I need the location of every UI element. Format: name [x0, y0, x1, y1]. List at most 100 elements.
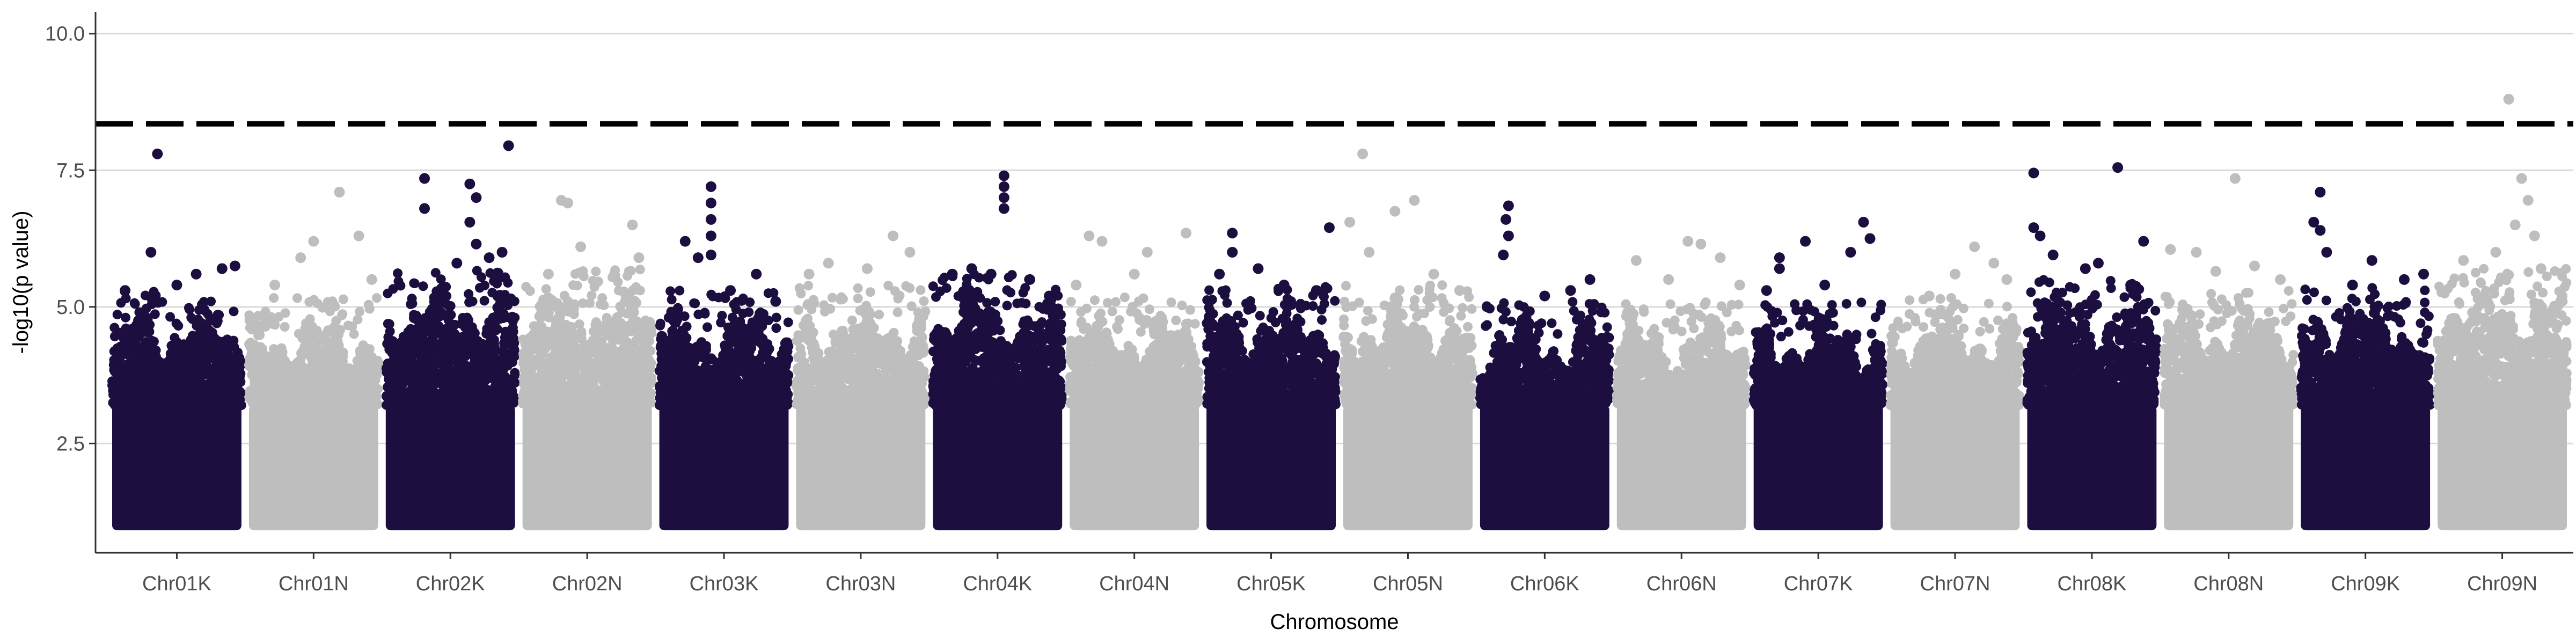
point — [196, 318, 207, 328]
point — [486, 339, 496, 349]
point — [540, 364, 550, 374]
point — [154, 375, 164, 385]
point — [771, 323, 781, 333]
point — [479, 296, 489, 306]
point — [247, 363, 257, 373]
peak-point — [120, 285, 131, 296]
point — [131, 343, 141, 354]
points-bulk-Chr03K — [659, 405, 789, 531]
point — [620, 337, 630, 347]
point — [313, 391, 323, 401]
point — [718, 397, 728, 407]
peak-point — [269, 280, 281, 291]
point — [587, 290, 597, 301]
point — [769, 368, 779, 378]
point — [628, 325, 638, 335]
peak-point — [191, 268, 202, 280]
point — [262, 400, 272, 410]
point — [617, 354, 627, 364]
point — [488, 399, 498, 409]
peak-point — [471, 238, 482, 250]
point — [733, 320, 743, 330]
point — [564, 336, 574, 347]
point — [419, 369, 429, 379]
point — [750, 370, 760, 380]
point — [434, 325, 444, 335]
point — [557, 320, 567, 330]
point — [747, 396, 757, 406]
point — [721, 356, 731, 366]
point — [139, 379, 149, 389]
point — [508, 316, 518, 326]
chromosome-points-Chr03K — [654, 181, 794, 531]
point — [470, 353, 480, 363]
point — [188, 335, 198, 345]
point — [616, 387, 626, 398]
point — [218, 336, 228, 347]
point — [449, 400, 459, 411]
point — [467, 325, 478, 335]
point — [312, 357, 322, 367]
point — [640, 329, 650, 339]
point — [668, 329, 678, 339]
point — [679, 311, 690, 321]
point — [723, 346, 733, 356]
point — [330, 348, 340, 358]
point — [302, 342, 312, 353]
point — [535, 320, 545, 330]
point — [589, 384, 599, 394]
point — [119, 333, 129, 343]
point — [183, 386, 193, 396]
point — [702, 322, 713, 332]
point — [531, 356, 541, 366]
chromosome-points-Chr01N — [244, 187, 383, 531]
point — [742, 367, 752, 377]
point — [599, 300, 609, 310]
point — [116, 298, 126, 308]
point — [301, 374, 311, 384]
peak-point — [562, 197, 573, 209]
point — [260, 306, 270, 317]
point — [605, 345, 616, 355]
point — [546, 327, 556, 338]
point — [536, 299, 546, 309]
point — [400, 392, 411, 402]
peak-point — [471, 192, 482, 203]
point — [715, 380, 726, 390]
point — [474, 390, 484, 400]
point — [487, 288, 497, 298]
point — [576, 334, 587, 344]
point — [498, 396, 508, 406]
chromosome-points-Chr02N — [518, 195, 657, 531]
point — [270, 357, 281, 368]
point — [613, 396, 623, 406]
point — [782, 341, 793, 351]
point — [280, 321, 290, 332]
point — [602, 323, 612, 333]
point — [284, 382, 295, 392]
point — [503, 300, 513, 310]
point — [613, 277, 623, 287]
point — [730, 390, 741, 400]
point — [274, 312, 284, 322]
point — [484, 368, 494, 378]
peak-point — [503, 140, 514, 151]
chromosome-points-Chr02K — [381, 140, 520, 531]
point — [415, 335, 425, 346]
peak-point — [692, 252, 704, 264]
point — [480, 280, 490, 290]
peak-point — [308, 236, 319, 247]
point — [548, 301, 559, 311]
peak-point — [216, 263, 228, 274]
point — [330, 379, 340, 389]
point — [382, 392, 392, 402]
point — [172, 368, 182, 378]
point — [428, 345, 438, 355]
point — [464, 399, 474, 409]
point — [530, 330, 540, 340]
point — [564, 301, 574, 311]
point — [437, 284, 448, 294]
point — [151, 364, 161, 374]
point — [172, 400, 182, 410]
